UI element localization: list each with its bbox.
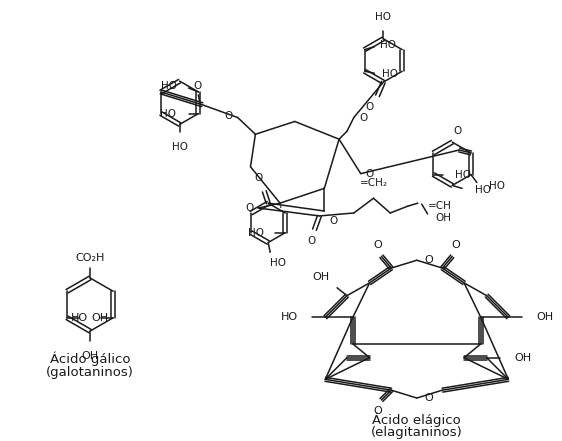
Text: HO: HO (280, 312, 298, 322)
Text: CO₂H: CO₂H (75, 253, 105, 263)
Text: HO: HO (161, 81, 176, 91)
Text: O: O (365, 102, 374, 112)
Text: HO: HO (475, 185, 491, 195)
Text: ': ' (279, 204, 282, 217)
Text: O: O (307, 235, 316, 246)
Text: O: O (453, 126, 461, 136)
Text: O: O (360, 112, 368, 123)
Text: O: O (452, 240, 461, 250)
Text: OH: OH (312, 272, 329, 282)
Text: O: O (366, 168, 374, 179)
Text: =CH: =CH (428, 201, 451, 211)
Text: O: O (373, 406, 382, 416)
Text: OH: OH (81, 351, 98, 361)
Text: O: O (193, 81, 201, 91)
Text: (galotaninos): (galotaninos) (46, 366, 134, 379)
Text: OH: OH (514, 353, 532, 363)
Text: HO: HO (380, 40, 396, 50)
Text: OH: OH (92, 313, 109, 323)
Text: O: O (425, 255, 433, 265)
Text: HO: HO (455, 170, 471, 179)
Text: Ácido elágico: Ácido elágico (373, 412, 461, 427)
Text: (elagitaninos): (elagitaninos) (371, 426, 463, 439)
Text: OH: OH (436, 213, 451, 223)
Text: HO: HO (270, 258, 286, 268)
Text: HO: HO (248, 228, 264, 238)
Text: HO: HO (160, 108, 176, 119)
Text: O: O (245, 203, 253, 213)
Text: O: O (329, 216, 337, 226)
Text: OH: OH (536, 312, 553, 322)
Text: O: O (225, 111, 233, 120)
Text: O: O (425, 393, 433, 403)
Text: O: O (373, 240, 382, 250)
Text: HO: HO (382, 69, 398, 79)
Text: Ácido gálico: Ácido gálico (50, 351, 130, 366)
Text: HO: HO (71, 313, 88, 323)
Text: HO: HO (375, 12, 391, 22)
Text: HO: HO (171, 142, 188, 152)
Text: =CH₂: =CH₂ (360, 179, 388, 188)
Text: HO: HO (489, 181, 505, 191)
Text: O: O (254, 173, 262, 183)
